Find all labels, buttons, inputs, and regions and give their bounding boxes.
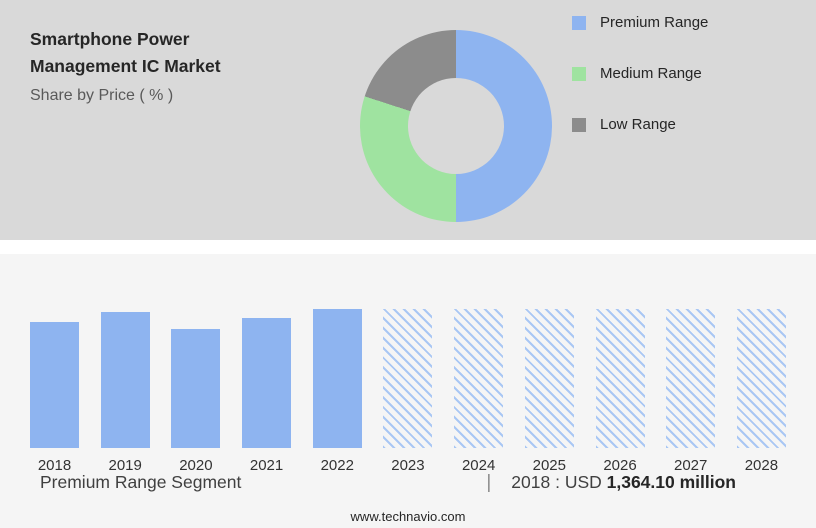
footer: Premium Range Segment | 2018 : USD 1,364…	[40, 472, 736, 494]
legend-swatch-medium-range	[572, 66, 586, 81]
actual-bar	[242, 318, 292, 448]
year-label: 2022	[320, 457, 354, 474]
actual-bar	[100, 312, 150, 448]
bar-column: 2025	[524, 309, 574, 474]
actual-bar	[171, 329, 221, 448]
bar-column: 2022	[312, 309, 362, 474]
footer-separator: |	[486, 472, 492, 493]
page-title: Smartphone Power Management IC Market	[30, 29, 221, 77]
legend-swatch-low-range	[572, 117, 586, 132]
forecast-bar	[524, 309, 574, 448]
legend-item-premium-range: Premium Range	[572, 14, 708, 31]
forecast-bar	[383, 309, 433, 448]
footer-value-prefix: 2018 : USD	[511, 472, 607, 492]
bar-column: 2023	[383, 309, 433, 474]
year-label: 2018	[37, 457, 72, 474]
year-label: 2019	[108, 457, 142, 474]
legend-swatch-premium-range	[572, 15, 586, 30]
legend: Premium Range Medium Range Low Range	[572, 14, 708, 167]
legend-label-medium-range: Medium Range	[600, 65, 702, 82]
year-label: 2028	[744, 457, 779, 474]
bar-column: 2024	[454, 309, 504, 474]
year-label: 2025	[532, 457, 566, 474]
donut-hole	[408, 78, 504, 174]
bar-section: 2018 2019 2020 2021 2022 2023 2024 2025 2026 2027…	[0, 254, 816, 528]
bar-column: 2019	[100, 312, 150, 474]
page-subtitle: Share by Price ( % )	[30, 87, 174, 105]
bar-column: 2018	[30, 322, 79, 474]
footer-value: 2018 : USD 1,364.10 million	[511, 472, 736, 493]
forecast-bar	[736, 309, 786, 448]
forecast-bar	[666, 309, 716, 448]
legend-item-medium-range: Medium Range	[572, 65, 708, 82]
donut-section: Smartphone Power Management IC Market Sh…	[0, 0, 816, 240]
website-url: www.technavio.com	[350, 509, 466, 524]
actual-bar	[30, 322, 79, 448]
actual-bar	[312, 309, 362, 448]
section-divider	[0, 240, 816, 254]
legend-label-low-range: Low Range	[600, 116, 676, 133]
year-label: 2023	[391, 457, 425, 474]
year-label: 2020	[179, 457, 213, 474]
year-label: 2024	[461, 457, 496, 474]
legend-item-low-range: Low Range	[572, 116, 708, 133]
bar-column: 2021	[242, 318, 292, 474]
bar-column: 2020	[171, 329, 221, 474]
segment-label: Premium Range Segment	[40, 472, 242, 492]
forecast-bar	[454, 309, 504, 448]
donut-chart	[360, 30, 552, 222]
footer-value-amount: 1,364.10 million	[606, 472, 736, 492]
header: Smartphone Power Management IC Market Sh…	[30, 26, 300, 105]
legend-label-premium-range: Premium Range	[600, 14, 709, 31]
forecast-bar	[595, 309, 645, 448]
year-label: 2027	[674, 457, 708, 474]
bar-column: 2028	[736, 309, 786, 474]
bar-chart: 2018 2019 2020 2021 2022 2023 2024 2025 2026 2027…	[30, 292, 786, 474]
year-label: 2021	[249, 457, 284, 474]
bar-column: 2027	[666, 309, 716, 474]
bar-column: 2026	[595, 309, 645, 474]
year-label: 2026	[603, 457, 637, 474]
